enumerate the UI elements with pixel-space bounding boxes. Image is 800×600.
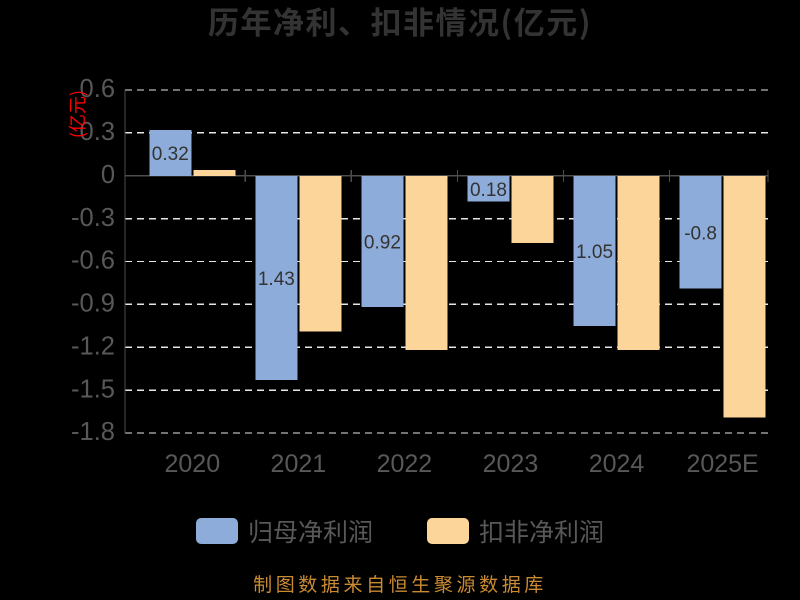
svg-text:0: 0 (101, 161, 115, 189)
svg-text:-1.2: -1.2 (71, 332, 115, 360)
svg-text:0.32: 0.32 (152, 144, 189, 165)
svg-text:-1.8: -1.8 (71, 418, 115, 446)
svg-text:-0.6: -0.6 (71, 247, 115, 275)
svg-text:2023: 2023 (483, 450, 539, 478)
svg-text:2021: 2021 (271, 450, 327, 478)
svg-text:2022: 2022 (377, 450, 433, 478)
svg-text:-0.9: -0.9 (71, 290, 115, 318)
svg-text:2025E: 2025E (686, 450, 758, 478)
svg-text:-1.5: -1.5 (71, 375, 115, 403)
svg-text:1.43: 1.43 (258, 269, 295, 290)
svg-text:-0.3: -0.3 (71, 204, 115, 232)
svg-text:0.92: 0.92 (364, 233, 401, 254)
svg-text:2020: 2020 (164, 450, 220, 478)
svg-text:1.05: 1.05 (576, 242, 613, 263)
svg-text:0.18: 0.18 (470, 180, 507, 201)
svg-text:-0.8: -0.8 (684, 223, 717, 244)
svg-text:2024: 2024 (589, 450, 645, 478)
